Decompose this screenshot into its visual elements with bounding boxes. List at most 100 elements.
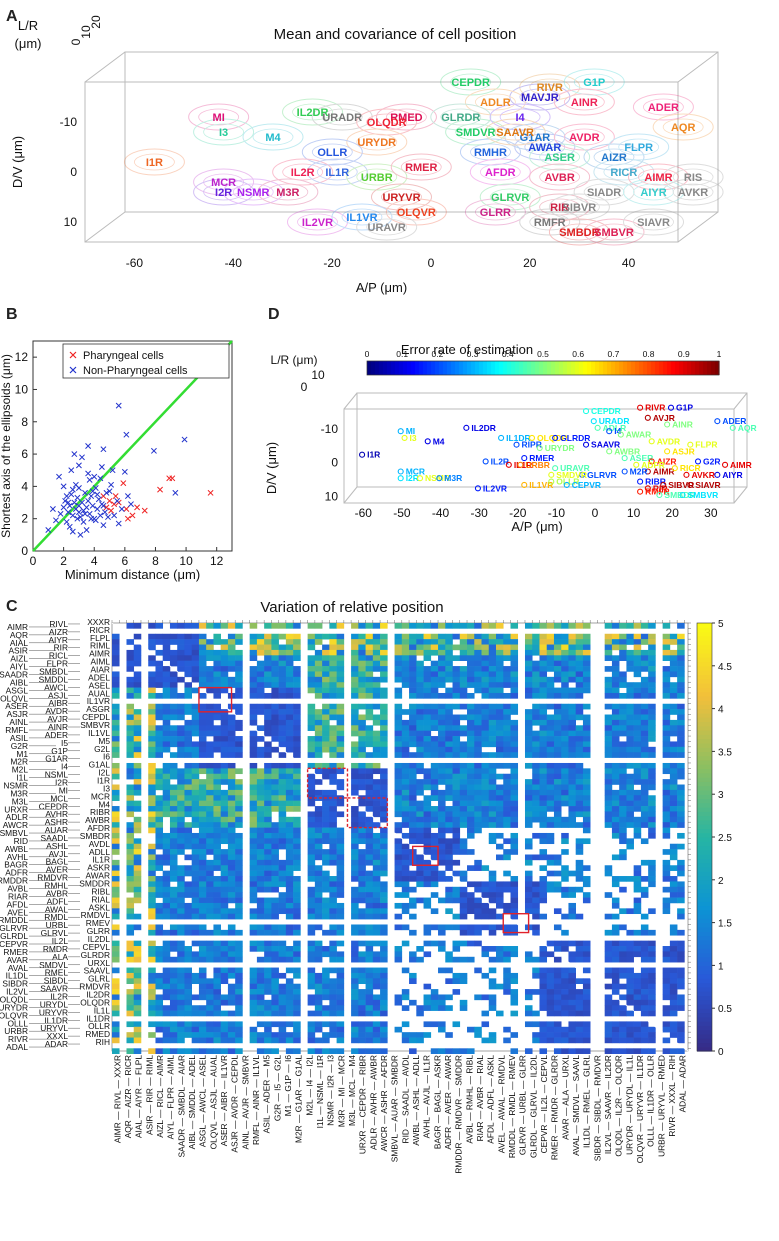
heatmap-cell	[184, 908, 192, 915]
ellipsoid-inner-AIYR	[633, 183, 674, 201]
heatmap-cell	[191, 940, 200, 947]
ellipsoid-AWAR	[514, 133, 576, 161]
heatmap-cell	[394, 870, 403, 877]
heatmap-cell	[155, 784, 164, 791]
heatmap-cell	[430, 994, 439, 1001]
heatmap-cell	[546, 752, 555, 758]
heatmap-cell	[329, 967, 337, 974]
heatmap-cell	[336, 752, 345, 758]
heatmap-cell	[401, 822, 410, 828]
heatmap-cell	[329, 1021, 337, 1028]
heatmap-cell	[126, 736, 135, 742]
row-label: RMDR	[43, 944, 68, 954]
heatmap-cell	[314, 902, 323, 909]
cell-marker-CEPDR	[582, 408, 590, 415]
heatmap-cell	[401, 709, 410, 715]
heatmap-cell	[206, 1010, 214, 1017]
heatmap-cell	[191, 843, 200, 850]
heatmap-cell	[329, 1026, 337, 1033]
heatmap-cell	[372, 983, 381, 990]
heatmap-cell	[264, 859, 272, 866]
heatmap-cell	[148, 1005, 156, 1011]
heatmap-cell	[640, 1037, 649, 1044]
row-label: ASGL	[6, 685, 29, 695]
heatmap-cell	[213, 639, 221, 645]
heatmap-cell	[496, 816, 504, 823]
heatmap-cell	[213, 725, 221, 731]
heatmap-cell	[532, 623, 540, 629]
heatmap-cell	[358, 870, 366, 877]
cell-label-AINR: AINR	[571, 97, 598, 109]
heatmap-cell	[155, 779, 164, 785]
heatmap-cell	[133, 897, 142, 904]
heatmap-cell	[423, 779, 432, 785]
heatmap-cell	[126, 1048, 135, 1054]
heatmap-cell	[314, 870, 323, 877]
heatmap-cell	[264, 666, 272, 672]
heatmap-cell	[365, 660, 374, 667]
heatmap-cell	[264, 703, 272, 710]
heatmap-cell	[669, 682, 678, 688]
heatmap-cell	[184, 843, 192, 850]
heatmap-cell	[126, 762, 135, 769]
x-tick-label: 8	[152, 554, 159, 568]
heatmap-cell	[640, 623, 649, 629]
heatmap-cell	[169, 676, 178, 683]
heatmap-cell	[380, 849, 388, 855]
ellipsoid-IL2VR	[286, 208, 348, 236]
cell-marker-MCR	[397, 468, 404, 475]
heatmap-cell	[206, 843, 214, 850]
heatmap-cell	[496, 784, 504, 791]
heatmap-cell	[503, 719, 511, 726]
heatmap-cell	[206, 806, 214, 812]
cell-marker-IL1R	[505, 461, 512, 468]
heatmap-cell	[648, 795, 656, 801]
heatmap-cell	[155, 999, 164, 1006]
heatmap-cell	[249, 929, 258, 936]
heatmap-cell	[423, 768, 432, 775]
heatmap-cell	[336, 687, 345, 694]
heatmap-cell	[640, 649, 649, 656]
heatmap-cell	[148, 999, 156, 1006]
heatmap-cell	[496, 687, 504, 694]
heatmap-cell	[329, 795, 337, 801]
heatmap-cell	[169, 649, 178, 656]
heatmap-cell	[553, 725, 562, 731]
highlight-block-3	[411, 845, 439, 866]
heatmap-cell	[510, 795, 519, 801]
heatmap-cell	[112, 736, 120, 742]
heatmap-cell	[198, 806, 207, 812]
heatmap-cell	[452, 870, 461, 877]
heatmap-cell	[677, 768, 685, 775]
row-label: URXR	[4, 804, 28, 814]
heatmap-cell	[365, 843, 374, 850]
heatmap-cell	[249, 730, 258, 737]
heatmap-cell	[285, 773, 294, 780]
ellipsoid-inner-SMBVR	[593, 223, 635, 241]
heatmap-cell	[314, 1037, 323, 1044]
heatmap-cell	[235, 913, 243, 920]
heatmap-cell	[351, 946, 359, 952]
heatmap-cell	[416, 762, 424, 769]
heatmap-cell	[213, 660, 221, 667]
heatmap-cell	[169, 849, 178, 855]
heatmap-cell	[372, 897, 381, 904]
heatmap-cell	[481, 725, 490, 731]
heatmap-cell	[249, 876, 258, 882]
row-label: OLQVL	[0, 693, 28, 703]
heatmap-cell	[539, 779, 548, 785]
heatmap-cell	[568, 1032, 576, 1038]
heatmap-cell	[351, 644, 359, 651]
heatmap-cell	[293, 784, 301, 791]
heatmap-cell	[184, 768, 192, 775]
row-label: SIBDL	[44, 976, 69, 986]
heatmap-cell	[351, 687, 359, 694]
heatmap-cell	[235, 746, 243, 753]
heatmap-cell	[278, 972, 287, 979]
heatmap-cell	[285, 800, 294, 807]
heatmap-cell	[416, 859, 424, 866]
data-point-non-pharyngeal	[105, 514, 111, 521]
heatmap-cell	[191, 897, 200, 904]
heatmap-cell	[611, 876, 620, 882]
heatmap-cell	[648, 671, 656, 678]
